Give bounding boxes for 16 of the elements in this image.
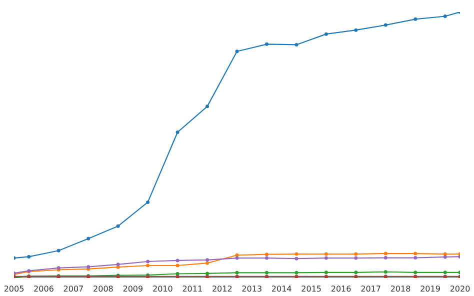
x-tick-label: 2005 [4, 284, 24, 294]
x-tick-label: 2008 [93, 284, 114, 294]
x-tick-label: 2020 [450, 284, 470, 294]
x-tick-label: 2011 [182, 284, 203, 294]
x-tick-label: 2006 [34, 284, 54, 294]
x-tick-label: 2012 [212, 284, 232, 294]
x-tick-label: 2016 [330, 284, 352, 294]
x-tick-label: 2019 [420, 284, 440, 294]
x-tick-label: 2015 [301, 284, 322, 294]
x-tick-label: 2013 [242, 284, 262, 294]
x-tick-label: 2014 [271, 284, 292, 294]
x-tick-label: 2009 [122, 284, 144, 294]
x-tick-label: 2017 [360, 284, 381, 294]
x-tick-label: 2018 [390, 284, 411, 294]
x-tick-label: 2007 [63, 284, 84, 294]
x-tick-label: 2010 [152, 284, 173, 294]
